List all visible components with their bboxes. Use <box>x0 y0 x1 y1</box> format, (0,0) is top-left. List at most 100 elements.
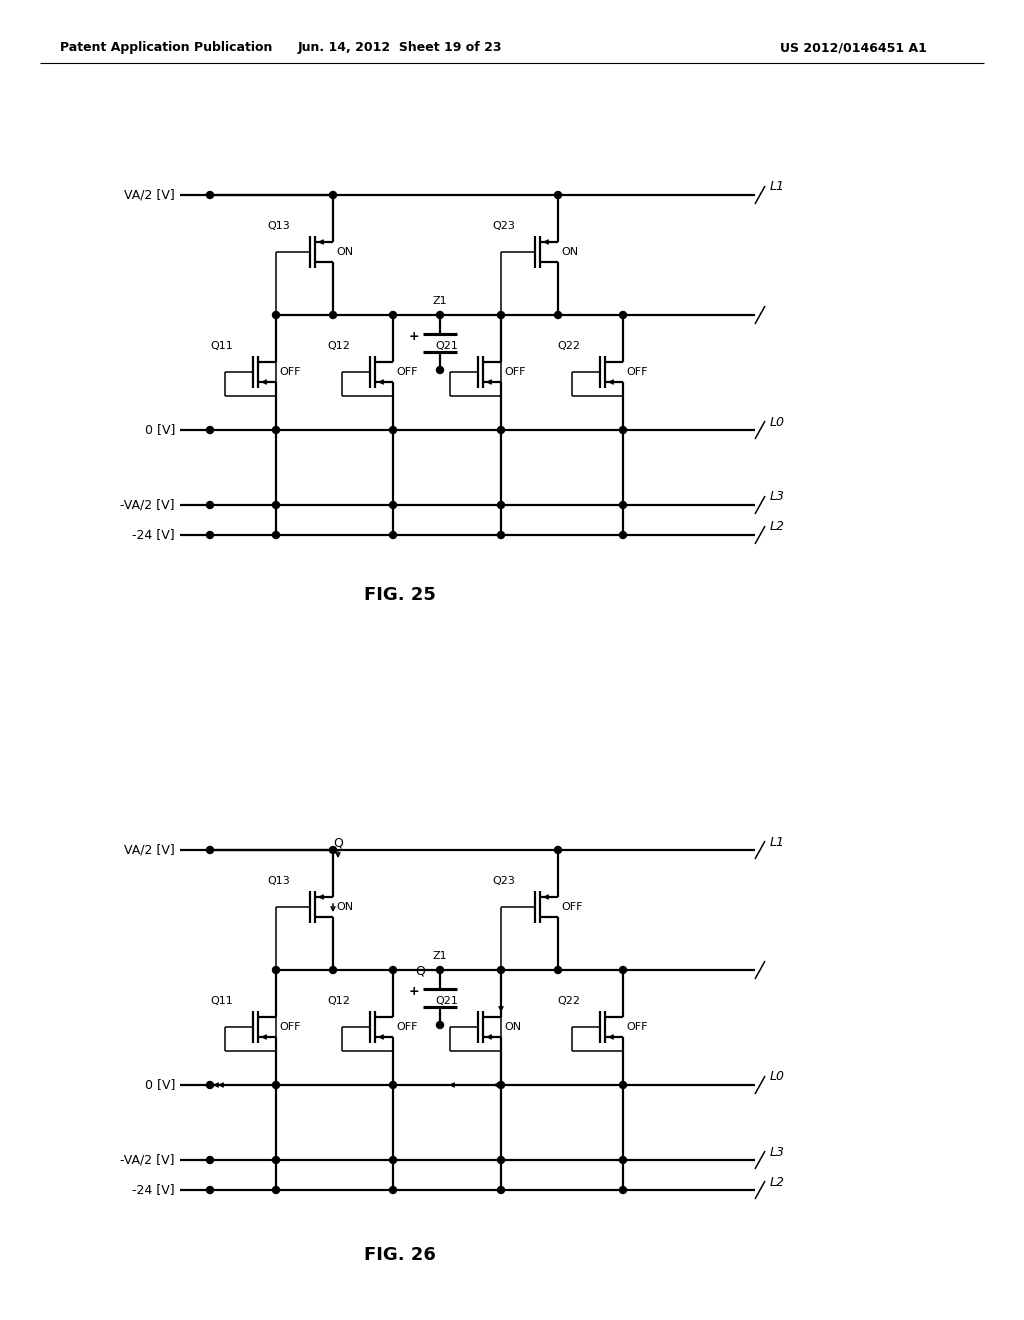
Text: Q21: Q21 <box>435 341 458 351</box>
Circle shape <box>498 1081 505 1089</box>
Circle shape <box>498 426 505 433</box>
Circle shape <box>272 502 280 508</box>
Circle shape <box>498 1187 505 1193</box>
Text: ON: ON <box>336 902 353 912</box>
Text: FIG. 26: FIG. 26 <box>365 1246 436 1265</box>
Circle shape <box>389 966 396 974</box>
Circle shape <box>498 532 505 539</box>
Text: Q13: Q13 <box>267 876 290 886</box>
Text: L3: L3 <box>770 491 785 503</box>
Text: OFF: OFF <box>561 902 583 912</box>
Text: Q: Q <box>333 837 343 850</box>
Circle shape <box>498 1156 505 1163</box>
Circle shape <box>272 966 280 974</box>
Text: ON: ON <box>561 247 579 257</box>
Circle shape <box>555 312 561 318</box>
Circle shape <box>498 502 505 508</box>
Circle shape <box>272 312 280 318</box>
Circle shape <box>389 312 396 318</box>
Circle shape <box>272 1156 280 1163</box>
Circle shape <box>620 966 627 974</box>
Text: OFF: OFF <box>396 1022 418 1032</box>
Text: 0 [V]: 0 [V] <box>144 424 175 437</box>
Circle shape <box>272 426 280 433</box>
Text: Jun. 14, 2012  Sheet 19 of 23: Jun. 14, 2012 Sheet 19 of 23 <box>298 41 502 54</box>
Circle shape <box>389 502 396 508</box>
Text: -VA/2 [V]: -VA/2 [V] <box>121 499 175 511</box>
Circle shape <box>389 532 396 539</box>
Circle shape <box>207 426 213 433</box>
Text: OFF: OFF <box>279 367 300 378</box>
Circle shape <box>330 312 337 318</box>
Text: OFF: OFF <box>279 1022 300 1032</box>
Circle shape <box>555 846 561 854</box>
Circle shape <box>272 532 280 539</box>
Circle shape <box>498 966 505 974</box>
Text: OFF: OFF <box>504 367 525 378</box>
Circle shape <box>498 312 505 318</box>
Text: L1: L1 <box>770 181 785 194</box>
Text: 0 [V]: 0 [V] <box>144 1078 175 1092</box>
Text: Q21: Q21 <box>435 997 458 1006</box>
Text: L3: L3 <box>770 1146 785 1159</box>
Circle shape <box>620 532 627 539</box>
Circle shape <box>207 532 213 539</box>
Circle shape <box>436 367 443 374</box>
Text: +: + <box>409 985 419 998</box>
Circle shape <box>207 1187 213 1193</box>
Circle shape <box>620 426 627 433</box>
Circle shape <box>207 502 213 508</box>
Text: VA/2 [V]: VA/2 [V] <box>124 189 175 202</box>
Text: Q: Q <box>415 965 425 978</box>
Text: OFF: OFF <box>396 367 418 378</box>
Circle shape <box>207 1081 213 1089</box>
Text: Q23: Q23 <box>493 220 515 231</box>
Circle shape <box>207 846 213 854</box>
Text: Q13: Q13 <box>267 220 290 231</box>
Text: US 2012/0146451 A1: US 2012/0146451 A1 <box>780 41 927 54</box>
Text: Q12: Q12 <box>327 997 350 1006</box>
Text: Z1: Z1 <box>433 950 447 961</box>
Text: Q23: Q23 <box>493 876 515 886</box>
Text: OFF: OFF <box>626 367 647 378</box>
Text: OFF: OFF <box>626 1022 647 1032</box>
Text: -24 [V]: -24 [V] <box>132 1184 175 1196</box>
Circle shape <box>389 1156 396 1163</box>
Circle shape <box>389 1081 396 1089</box>
Circle shape <box>620 502 627 508</box>
Text: FIG. 25: FIG. 25 <box>365 586 436 605</box>
Text: Q11: Q11 <box>210 997 233 1006</box>
Text: ON: ON <box>336 247 353 257</box>
Circle shape <box>620 312 627 318</box>
Text: ON: ON <box>504 1022 521 1032</box>
Text: Patent Application Publication: Patent Application Publication <box>60 41 272 54</box>
Circle shape <box>389 1187 396 1193</box>
Circle shape <box>330 966 337 974</box>
Text: Z1: Z1 <box>433 296 447 306</box>
Circle shape <box>436 312 443 318</box>
Circle shape <box>620 1187 627 1193</box>
Text: L1: L1 <box>770 836 785 849</box>
Text: L2: L2 <box>770 520 785 533</box>
Circle shape <box>330 191 337 198</box>
Circle shape <box>555 191 561 198</box>
Text: Q12: Q12 <box>327 341 350 351</box>
Circle shape <box>555 966 561 974</box>
Text: Q22: Q22 <box>557 341 580 351</box>
Circle shape <box>436 966 443 974</box>
Circle shape <box>436 1022 443 1028</box>
Circle shape <box>207 1156 213 1163</box>
Text: L0: L0 <box>770 416 785 429</box>
Circle shape <box>272 1081 280 1089</box>
Text: L2: L2 <box>770 1176 785 1188</box>
Circle shape <box>620 1081 627 1089</box>
Text: VA/2 [V]: VA/2 [V] <box>124 843 175 857</box>
Text: Q22: Q22 <box>557 997 580 1006</box>
Text: Q11: Q11 <box>210 341 233 351</box>
Circle shape <box>620 1156 627 1163</box>
Circle shape <box>330 846 337 854</box>
Circle shape <box>389 426 396 433</box>
Text: -24 [V]: -24 [V] <box>132 528 175 541</box>
Text: +: + <box>409 330 419 343</box>
Text: -VA/2 [V]: -VA/2 [V] <box>121 1154 175 1167</box>
